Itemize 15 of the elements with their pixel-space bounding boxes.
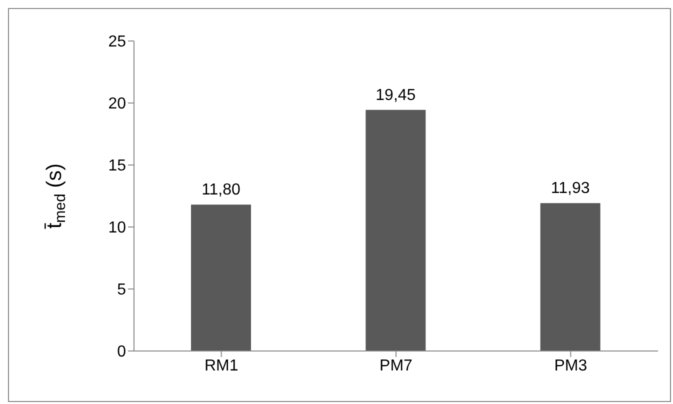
x-tick-label: PM3 (554, 357, 588, 374)
y-tick-label: 20 (108, 96, 126, 113)
data-label: 11,80 (202, 182, 241, 199)
bar (191, 204, 251, 351)
bar (366, 110, 426, 351)
data-label: 11,93 (550, 180, 590, 198)
data-label: 19,45 (376, 86, 416, 104)
y-tick-label: 15 (108, 158, 126, 175)
y-tick-label: 5 (117, 282, 126, 299)
y-tick-label: 25 (108, 34, 126, 51)
bar (540, 203, 600, 351)
x-tick-label: RM1 (204, 357, 238, 374)
y-tick-label: 10 (108, 220, 126, 237)
x-tick-label: PM7 (380, 357, 413, 374)
y-tick-label: 0 (117, 344, 126, 361)
